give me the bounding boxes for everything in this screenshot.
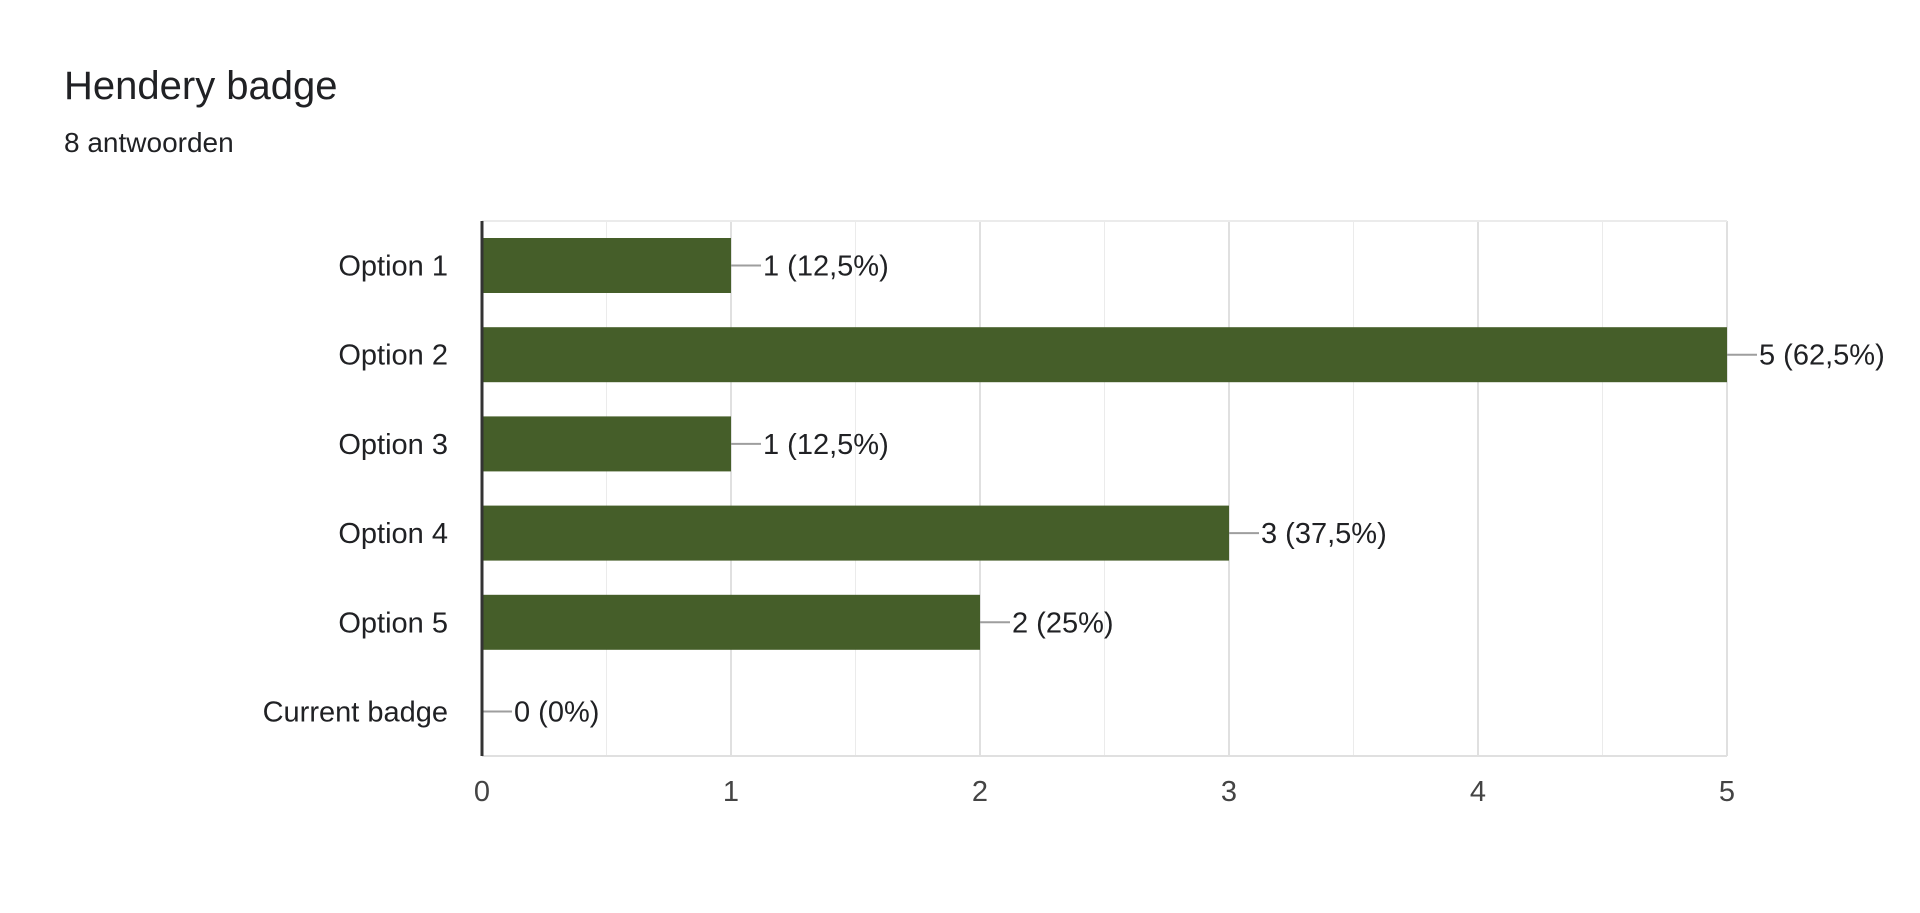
x-tick-label: 0 [474, 776, 490, 808]
bar [482, 505, 1229, 561]
data-label: 3 (37,5%) [1261, 518, 1387, 550]
category-label: Option 4 [338, 518, 448, 550]
x-tick-label: 5 [1719, 776, 1735, 808]
category-label: Option 1 [338, 251, 448, 283]
category-label: Option 2 [338, 340, 448, 372]
data-label: 0 (0%) [514, 697, 599, 729]
data-label: 5 (62,5%) [1759, 340, 1885, 372]
category-label: Option 3 [338, 429, 448, 461]
bar [482, 416, 731, 472]
data-label: 2 (25%) [1012, 607, 1114, 639]
response-count: 8 antwoorden [64, 127, 234, 158]
bar [482, 327, 1727, 383]
x-tick-label: 1 [723, 776, 739, 808]
bar [482, 238, 731, 293]
x-tick-label: 2 [972, 776, 988, 808]
category-label: Option 5 [338, 607, 448, 639]
x-tick-label: 4 [1470, 776, 1486, 808]
data-label: 1 (12,5%) [763, 251, 889, 283]
data-label: 1 (12,5%) [763, 429, 889, 461]
bar [482, 594, 980, 650]
category-label: Current badge [263, 697, 448, 729]
chart-title: Hendery badge [64, 64, 338, 108]
x-tick-label: 3 [1221, 776, 1237, 808]
